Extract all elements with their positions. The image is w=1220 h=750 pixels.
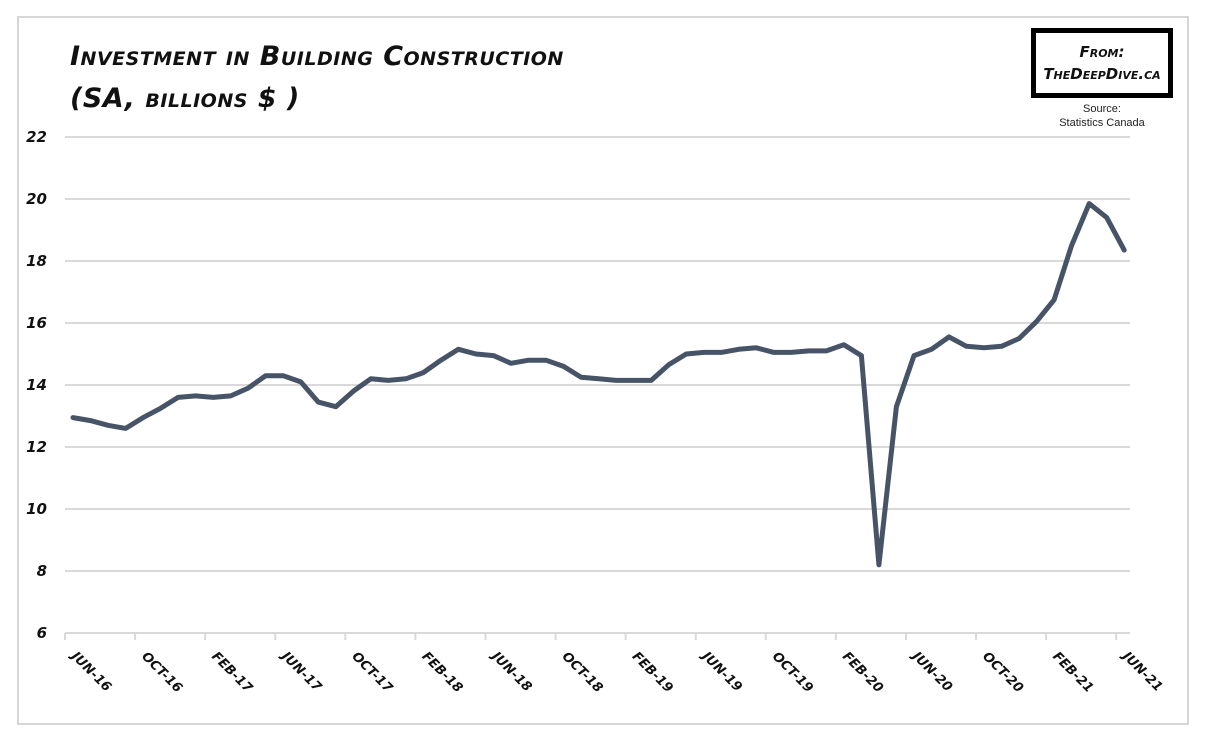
gridlines xyxy=(65,136,1130,634)
x-tick-label: JUN-18 xyxy=(487,647,535,695)
x-tick-label: OCT-17 xyxy=(348,649,395,696)
branding-badge: From: TheDeepDive.ca xyxy=(1031,28,1173,98)
y-tick-label: 6 xyxy=(37,624,47,642)
badge-from-label: From: xyxy=(1079,43,1125,61)
y-axis: 6 8 10 12 14 16 18 20 22 xyxy=(26,128,47,642)
source-label: Source: xyxy=(1083,103,1121,115)
x-tick-label: JUN-17 xyxy=(276,647,325,696)
y-tick-label: 22 xyxy=(26,128,47,146)
chart-title-line1: Investment in Building Construction xyxy=(70,41,564,72)
y-tick-label: 18 xyxy=(26,252,47,270)
y-tick-label: 16 xyxy=(26,314,47,332)
y-tick-label: 10 xyxy=(26,500,47,518)
x-tick-label: JUN-20 xyxy=(907,647,955,695)
source-note: Source: Statistics Canada xyxy=(1050,102,1154,130)
x-tick-label: FEB-18 xyxy=(419,649,466,696)
x-tick-label: OCT-20 xyxy=(979,649,1026,696)
x-tick-label: FEB-19 xyxy=(629,649,676,696)
x-tick-label: OCT-16 xyxy=(138,649,185,696)
chart-frame xyxy=(17,16,1189,725)
x-tick-label: OCT-18 xyxy=(559,649,606,696)
y-tick-label: 20 xyxy=(26,190,47,208)
x-axis: JUN-16 OCT-16 FEB-17 JUN-17 OCT-17 FEB-18 JUN-… xyxy=(64,633,1165,697)
y-tick-label: 14 xyxy=(26,376,47,394)
x-tick-label: OCT-19 xyxy=(769,649,816,696)
x-tick-label: JUN-19 xyxy=(697,647,745,695)
data-line xyxy=(70,201,1127,568)
chart-subtitle: (SA, billions $ ) xyxy=(70,83,300,114)
chart-title: Investment in Building Construction (SA,… xyxy=(70,36,564,120)
y-tick-label: 8 xyxy=(37,562,47,580)
x-tick-label: JUN-21 xyxy=(1117,647,1165,695)
source-name: Statistics Canada xyxy=(1059,117,1145,129)
x-tick-label: JUN-16 xyxy=(66,647,114,695)
x-tick-label: FEB-20 xyxy=(839,649,886,696)
badge-site-label: TheDeepDive.ca xyxy=(1043,65,1161,83)
x-tick-label: FEB-17 xyxy=(208,649,255,696)
y-tick-label: 12 xyxy=(26,438,47,456)
x-tick-label: FEB-21 xyxy=(1049,649,1096,696)
